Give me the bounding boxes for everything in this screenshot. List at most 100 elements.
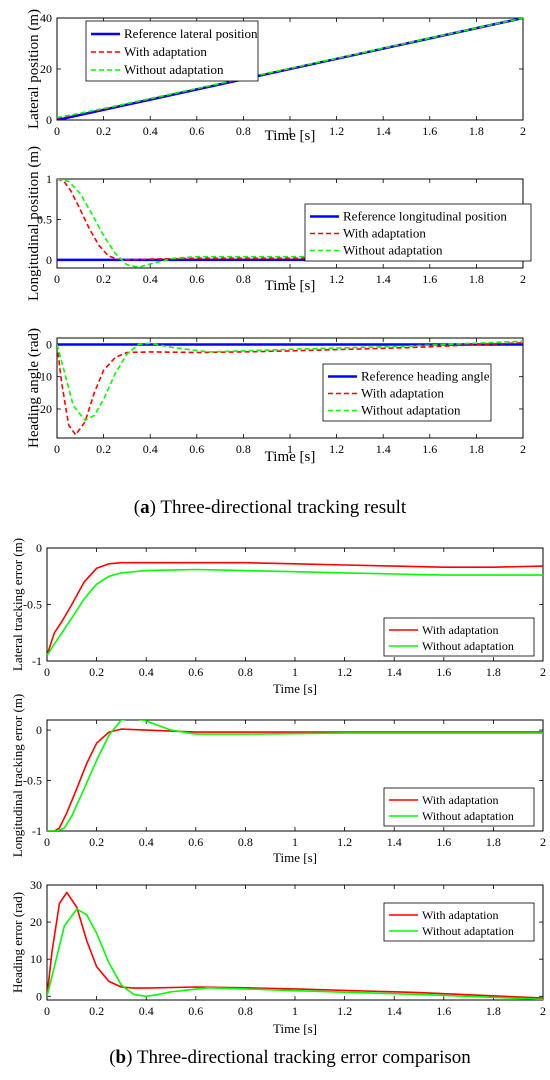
legend-entry: With adaptation <box>343 226 426 241</box>
legend: With adaptation Without adaptation <box>383 787 535 827</box>
x-tick-label: 1 <box>287 124 293 138</box>
x-tick-label: 0.6 <box>188 1004 203 1018</box>
x-tick-label: 0 <box>44 665 50 679</box>
legend: Reference heading angle With adaptation Wi… <box>322 363 492 422</box>
series-line-2 <box>47 908 543 1000</box>
x-tick-label: 1 <box>287 272 293 286</box>
x-tick-label: 1.8 <box>469 442 484 456</box>
x-tick-label: 1.4 <box>387 1004 402 1018</box>
y-tick-label: 20 <box>40 62 52 76</box>
x-tick-label: 0.2 <box>89 1004 104 1018</box>
y-tick-label: 0 <box>36 541 42 555</box>
legend: With adaptation Without adaptation <box>383 617 535 657</box>
x-tick-label: 2 <box>540 665 546 679</box>
x-tick-label: 0.8 <box>238 835 253 849</box>
x-tick-label: 1.2 <box>329 442 344 456</box>
x-tick-label: 0.8 <box>236 124 251 138</box>
legend-entry: Without adaptation <box>422 639 514 653</box>
x-tick-label: 0.6 <box>189 442 204 456</box>
chart-panel-3: 0 0.2 0.4 0.6 0.8 1 1.2 1.4 1.6 1.8 2 0 -10 -20 Time [… <box>26 328 526 465</box>
series-group <box>47 561 543 656</box>
x-tick-label: 0.4 <box>139 665 154 679</box>
legend-entry: Reference lateral position <box>124 26 258 41</box>
x-tick-label: 0.4 <box>139 835 154 849</box>
y-axis-label: Heading error (rad) <box>10 892 25 993</box>
y-tick-label: 0 <box>46 253 52 267</box>
x-axis-label: Time [s] <box>265 278 316 294</box>
legend-entry: Reference longitudinal position <box>343 209 507 224</box>
x-tick-label: 0.6 <box>188 835 203 849</box>
y-tick-label: 1 <box>46 172 52 186</box>
series-group <box>47 891 543 1000</box>
y-tick-label: 10 <box>30 952 42 966</box>
x-tick-label: 2 <box>540 835 546 849</box>
x-axis-label: Time [s] <box>265 128 316 144</box>
x-tick-label: 0.8 <box>238 665 253 679</box>
series-line-1 <box>47 561 543 656</box>
y-tick-label: 0.5 <box>37 212 52 226</box>
x-tick-label: 0 <box>54 124 60 138</box>
chart-panel-5: 0 0.2 0.4 0.6 0.8 1 1.2 1.4 1.6 1.8 2 0 -0.5 -1 Time [… <box>10 694 546 865</box>
legend-entry: Reference heading angle <box>361 369 490 384</box>
x-tick-label: 1 <box>287 442 293 456</box>
legend-entry: With adaptation <box>361 386 444 401</box>
y-tick-label: -0.5 <box>23 774 42 788</box>
y-tick-label: 0 <box>36 723 42 737</box>
legend-box <box>383 787 535 827</box>
legend-box <box>322 363 492 422</box>
y-tick-label: -1 <box>32 824 42 838</box>
series-line-2 <box>47 720 543 831</box>
plot-frame <box>46 884 544 1001</box>
x-tick-label: 0.2 <box>89 665 104 679</box>
y-tick-label: 0 <box>36 989 42 1003</box>
legend-entry: With adaptation <box>422 623 499 637</box>
legend-entry: With adaptation <box>422 793 499 807</box>
x-tick-label: 1.6 <box>436 1004 451 1018</box>
x-tick-label: 1.4 <box>376 124 391 138</box>
y-tick-label: -10 <box>36 370 52 384</box>
x-tick-label: 0 <box>44 1004 50 1018</box>
y-axis-label: Longitudinal position (m) <box>26 146 42 301</box>
legend: Reference longitudinal position With adap… <box>304 203 532 262</box>
legend-entry: Without adaptation <box>343 243 443 258</box>
y-axis-label: Lateral tracking error (m) <box>10 538 25 671</box>
series-group <box>57 340 523 436</box>
x-tick-label: 0.8 <box>236 442 251 456</box>
x-axis-label: Time [s] <box>273 1021 317 1036</box>
series-line-2 <box>57 179 523 261</box>
x-tick-label: 0.2 <box>89 835 104 849</box>
y-tick-label: 30 <box>30 878 42 892</box>
x-tick-label: 1.2 <box>329 124 344 138</box>
x-tick-label: 1.2 <box>337 665 352 679</box>
y-tick-label: 0 <box>46 337 52 351</box>
x-tick-label: 0.4 <box>143 272 158 286</box>
x-tick-label: 2 <box>520 442 526 456</box>
x-tick-label: 2 <box>540 1004 546 1018</box>
x-tick-label: 1.6 <box>422 442 437 456</box>
legend-box <box>304 203 532 262</box>
y-axis-label: Heading angle (rad) <box>26 328 42 448</box>
x-tick-label: 0 <box>54 442 60 456</box>
x-tick-label: 1.6 <box>422 272 437 286</box>
x-tick-label: 0.8 <box>238 1004 253 1018</box>
series-line-1 <box>47 891 543 999</box>
x-tick-label: 0.6 <box>188 665 203 679</box>
x-tick-label: 1.2 <box>337 1004 352 1018</box>
x-tick-label: 0.4 <box>143 124 158 138</box>
x-axis-label: Time [s] <box>273 850 317 865</box>
legend: Reference lateral position With adaptatio… <box>85 20 259 82</box>
y-tick-label: 0 <box>46 113 52 127</box>
x-tick-label: 0.6 <box>189 272 204 286</box>
series-group <box>47 720 543 831</box>
x-tick-label: 0.4 <box>139 1004 154 1018</box>
x-tick-label: 1 <box>292 1004 298 1018</box>
series-line-1 <box>57 18 523 120</box>
x-tick-label: 2 <box>520 124 526 138</box>
series-group <box>57 18 523 120</box>
y-axis-label: Longitudinal tracking error (m) <box>10 694 25 858</box>
x-tick-label: 1.4 <box>387 665 402 679</box>
chart-panel-4: 0 0.2 0.4 0.6 0.8 1 1.2 1.4 1.6 1.8 2 0 -0.5 -1 Time [… <box>10 538 546 696</box>
